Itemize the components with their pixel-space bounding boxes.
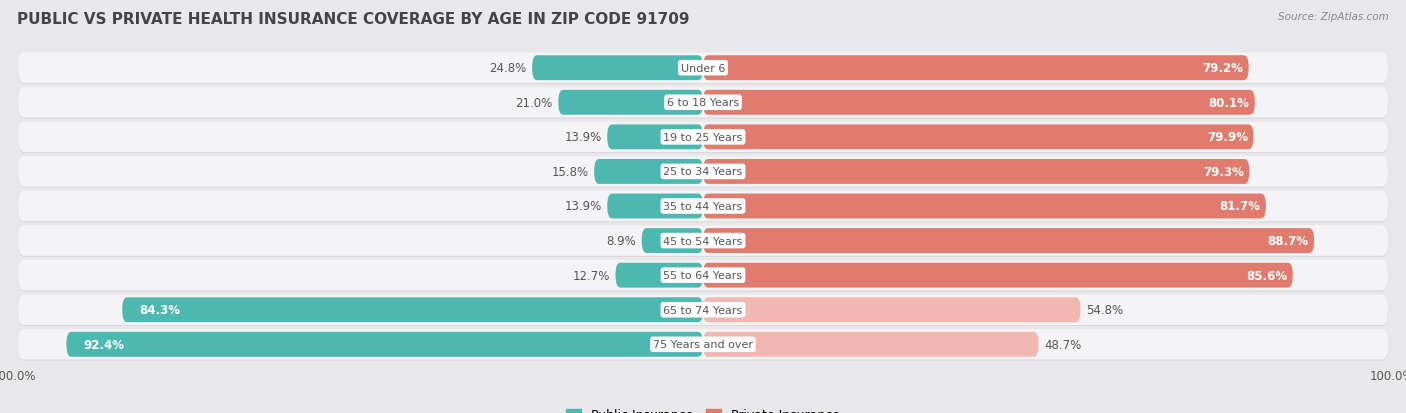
FancyBboxPatch shape <box>18 123 1388 154</box>
Text: 35 to 44 Years: 35 to 44 Years <box>664 202 742 211</box>
FancyBboxPatch shape <box>703 297 1081 323</box>
FancyBboxPatch shape <box>18 226 1388 256</box>
FancyBboxPatch shape <box>531 56 703 81</box>
FancyBboxPatch shape <box>18 157 1388 187</box>
FancyBboxPatch shape <box>18 89 1388 119</box>
FancyBboxPatch shape <box>18 261 1388 292</box>
FancyBboxPatch shape <box>122 297 703 323</box>
FancyBboxPatch shape <box>703 125 1254 150</box>
FancyBboxPatch shape <box>18 296 1388 326</box>
FancyBboxPatch shape <box>616 263 703 288</box>
FancyBboxPatch shape <box>703 90 1254 116</box>
Text: 12.7%: 12.7% <box>572 269 610 282</box>
Text: PUBLIC VS PRIVATE HEALTH INSURANCE COVERAGE BY AGE IN ZIP CODE 91709: PUBLIC VS PRIVATE HEALTH INSURANCE COVER… <box>17 12 689 27</box>
FancyBboxPatch shape <box>18 55 1388 85</box>
Legend: Public Insurance, Private Insurance: Public Insurance, Private Insurance <box>561 404 845 413</box>
FancyBboxPatch shape <box>18 158 1388 188</box>
FancyBboxPatch shape <box>18 295 1388 325</box>
Text: 88.7%: 88.7% <box>1268 235 1309 247</box>
Text: 45 to 54 Years: 45 to 54 Years <box>664 236 742 246</box>
FancyBboxPatch shape <box>607 194 703 219</box>
FancyBboxPatch shape <box>66 332 703 357</box>
Text: 92.4%: 92.4% <box>83 338 124 351</box>
FancyBboxPatch shape <box>18 260 1388 291</box>
Text: 8.9%: 8.9% <box>606 235 636 247</box>
Text: 21.0%: 21.0% <box>516 97 553 109</box>
Text: 13.9%: 13.9% <box>564 131 602 144</box>
Text: Under 6: Under 6 <box>681 64 725 74</box>
Text: 79.2%: 79.2% <box>1202 62 1243 75</box>
FancyBboxPatch shape <box>18 53 1388 84</box>
Text: 54.8%: 54.8% <box>1085 304 1123 316</box>
FancyBboxPatch shape <box>595 159 703 185</box>
FancyBboxPatch shape <box>703 56 1249 81</box>
FancyBboxPatch shape <box>703 332 1039 357</box>
Text: 13.9%: 13.9% <box>564 200 602 213</box>
Text: 6 to 18 Years: 6 to 18 Years <box>666 98 740 108</box>
Text: 24.8%: 24.8% <box>489 62 527 75</box>
FancyBboxPatch shape <box>18 227 1388 257</box>
FancyBboxPatch shape <box>703 228 1315 254</box>
FancyBboxPatch shape <box>641 228 703 254</box>
Text: 15.8%: 15.8% <box>551 166 589 178</box>
Text: 55 to 64 Years: 55 to 64 Years <box>664 271 742 280</box>
Text: 85.6%: 85.6% <box>1246 269 1288 282</box>
Text: 25 to 34 Years: 25 to 34 Years <box>664 167 742 177</box>
FancyBboxPatch shape <box>703 159 1250 185</box>
FancyBboxPatch shape <box>18 191 1388 222</box>
Text: 79.9%: 79.9% <box>1206 131 1249 144</box>
Text: 84.3%: 84.3% <box>139 304 180 316</box>
Text: 65 to 74 Years: 65 to 74 Years <box>664 305 742 315</box>
FancyBboxPatch shape <box>18 88 1388 118</box>
Text: 48.7%: 48.7% <box>1045 338 1081 351</box>
FancyBboxPatch shape <box>18 192 1388 223</box>
FancyBboxPatch shape <box>607 125 703 150</box>
Text: 79.3%: 79.3% <box>1204 166 1244 178</box>
Text: Source: ZipAtlas.com: Source: ZipAtlas.com <box>1278 12 1389 22</box>
FancyBboxPatch shape <box>703 194 1265 219</box>
Text: 81.7%: 81.7% <box>1219 200 1260 213</box>
FancyBboxPatch shape <box>18 122 1388 153</box>
Text: 75 Years and over: 75 Years and over <box>652 339 754 349</box>
FancyBboxPatch shape <box>18 329 1388 360</box>
FancyBboxPatch shape <box>703 263 1292 288</box>
FancyBboxPatch shape <box>558 90 703 116</box>
Text: 80.1%: 80.1% <box>1208 97 1250 109</box>
Text: 19 to 25 Years: 19 to 25 Years <box>664 133 742 142</box>
FancyBboxPatch shape <box>18 330 1388 361</box>
